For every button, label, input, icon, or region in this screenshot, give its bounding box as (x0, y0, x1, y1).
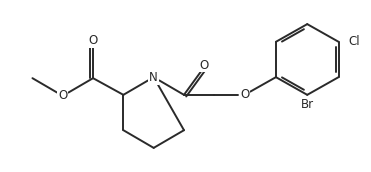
Text: O: O (240, 88, 249, 101)
Text: O: O (200, 58, 209, 72)
Text: O: O (58, 89, 68, 102)
Text: N: N (149, 71, 158, 84)
Text: Br: Br (301, 98, 314, 111)
Text: O: O (88, 34, 98, 47)
Text: Cl: Cl (349, 35, 360, 48)
